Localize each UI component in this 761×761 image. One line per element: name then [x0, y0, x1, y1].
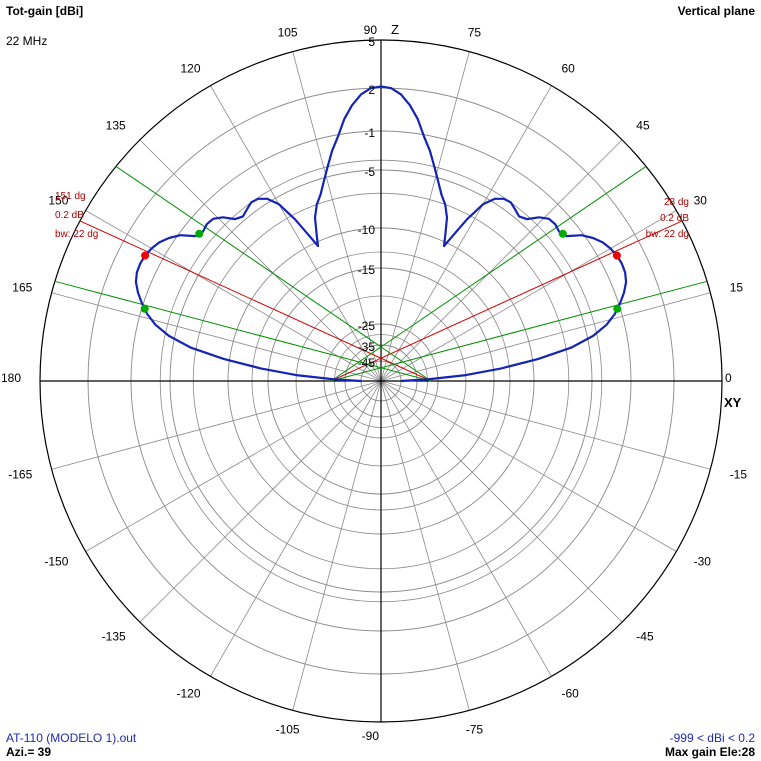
angle-tick-label: 60 [562, 61, 576, 75]
angle-tick-label: -30 [694, 555, 712, 569]
radiation-pattern-curve [134, 85, 628, 383]
angle-tick-label: 135 [106, 119, 126, 133]
gain-range-label: -999 < dBi < 0.2 [669, 731, 755, 745]
max-gain-label: Max gain Ele:28 [664, 745, 755, 759]
half-power-line [54, 280, 432, 382]
right-annotation: bw: 22 dg [646, 229, 689, 240]
angle-tick-label: 30 [694, 194, 708, 208]
angle-tick-label: 0 [725, 371, 732, 385]
right-annotation: 0.2 dB [660, 213, 689, 224]
spoke-line [380, 380, 552, 677]
spoke-line [380, 380, 623, 623]
spoke-line [380, 139, 623, 382]
spoke-line [380, 51, 470, 382]
plane-label: Vertical plane [677, 4, 755, 18]
half-power-line [115, 165, 432, 382]
max-gain-line [330, 220, 683, 382]
right-annotation: 28 dg [664, 197, 689, 208]
spoke-line [380, 292, 711, 382]
xy-axis-label: XY [724, 395, 742, 410]
half-power-marker [558, 229, 567, 238]
spoke-line [139, 380, 382, 623]
frequency-label: 22 MHz [6, 34, 48, 48]
left-annotation: 0.2 dB [55, 210, 84, 221]
spoke-line [380, 85, 552, 382]
half-power-line [330, 165, 647, 382]
radial-tick-label: -1 [364, 126, 375, 140]
angle-tick-label: -105 [276, 723, 300, 737]
half-power-marker [195, 229, 204, 238]
beam-lines-layer [54, 165, 708, 382]
left-annotation: bw: 22 dg [55, 229, 98, 240]
labels-layer: 5 2 -1 -5 -10 -15 -25 -35 -45 0 15 30 45 60 75 90 105 120… [1, 22, 747, 743]
angle-tick-label: -135 [102, 629, 126, 643]
angle-tick-label: -165 [8, 467, 32, 481]
max-gain-marker [141, 251, 150, 260]
radial-tick-label: 2 [368, 83, 375, 97]
max-gain-marker [612, 251, 621, 260]
radial-tick-label: -10 [358, 223, 376, 237]
spoke-line [85, 210, 382, 382]
half-power-marker [613, 304, 622, 313]
angle-tick-label: 105 [278, 25, 298, 39]
angle-tick-label: 150 [48, 194, 68, 208]
angle-tick-label: 45 [636, 119, 650, 133]
filename-label: AT-110 (MODELO 1).out [6, 731, 137, 745]
spoke-line [210, 85, 382, 382]
radial-tick-label: -5 [364, 165, 375, 179]
spoke-line [51, 380, 382, 470]
grid-layer [39, 39, 723, 723]
angle-tick-label: -90 [362, 729, 380, 743]
half-power-marker [140, 304, 149, 313]
spoke-line [380, 380, 470, 711]
half-power-line [330, 280, 708, 382]
angle-tick-label: 120 [180, 61, 200, 75]
angle-tick-label: -75 [466, 723, 484, 737]
angle-tick-label: -15 [730, 467, 748, 481]
left-annotation: 151 dg [55, 191, 86, 202]
z-axis-label: Z [391, 22, 399, 37]
spoke-line [380, 380, 677, 552]
max-gain-line [79, 220, 432, 382]
spoke-line [380, 210, 677, 382]
angle-tick-label: 75 [468, 25, 482, 39]
radial-tick-label: -45 [358, 356, 376, 370]
angle-tick-label: -60 [562, 687, 580, 701]
azimuth-label: Azi.= 39 [6, 745, 52, 759]
angle-tick-label: -120 [176, 687, 200, 701]
angle-tick-label: 180 [1, 371, 21, 385]
angle-tick-label: -45 [636, 629, 654, 643]
spoke-line [51, 292, 382, 382]
chart-title: Tot-gain [dBi] [6, 4, 84, 18]
angle-tick-label: 90 [364, 23, 378, 37]
pattern-layer [134, 85, 628, 383]
spoke-line [85, 380, 382, 552]
spoke-line [210, 380, 382, 677]
angle-tick-label: -150 [44, 555, 68, 569]
radial-tick-label: -15 [358, 263, 376, 277]
angle-tick-label: 165 [12, 281, 32, 295]
radial-tick-label: -35 [358, 340, 376, 354]
radial-tick-label: 5 [368, 35, 375, 49]
spoke-line [139, 139, 382, 382]
angle-tick-label: 15 [730, 281, 744, 295]
spoke-line [380, 380, 711, 470]
spoke-line [292, 380, 382, 711]
radial-tick-label: -25 [358, 319, 376, 333]
